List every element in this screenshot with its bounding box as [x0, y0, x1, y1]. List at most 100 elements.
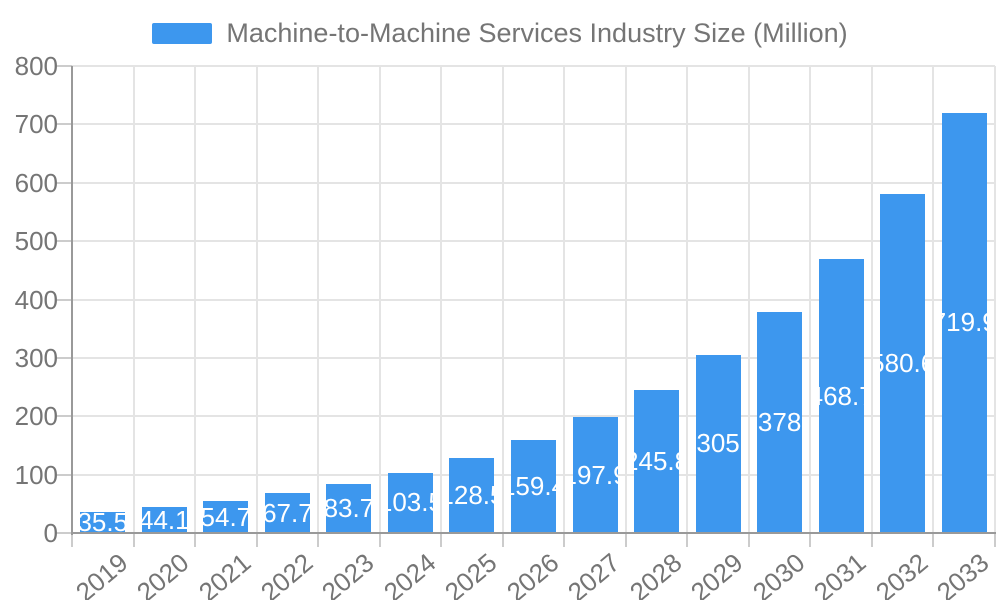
x-axis-tick	[747, 534, 750, 547]
x-axis-line	[71, 532, 996, 534]
y-axis-label: 200	[14, 401, 58, 432]
x-gridline	[194, 66, 197, 533]
y-gridline	[72, 240, 995, 243]
bar[interactable]: 468.7	[818, 259, 864, 533]
y-axis-tick	[56, 532, 72, 534]
y-axis-tick	[56, 181, 72, 184]
bar[interactable]: 67.7	[264, 493, 310, 533]
bar[interactable]: 305	[695, 354, 741, 533]
x-axis-tick	[317, 534, 320, 547]
x-axis-label: 2019	[69, 547, 134, 600]
bar[interactable]: 719.9	[941, 112, 987, 533]
y-axis-tick	[56, 415, 72, 418]
x-axis-label: 2020	[131, 547, 195, 600]
x-axis-tick	[71, 534, 73, 547]
x-gridline	[994, 66, 996, 533]
y-gridline	[72, 298, 995, 301]
bar[interactable]: 159.4	[511, 439, 556, 533]
y-axis-label: 700	[14, 109, 58, 140]
bar-value-label: 103.5	[388, 487, 433, 518]
y-axis-tick	[56, 123, 72, 126]
x-axis-label: 2021	[192, 547, 257, 600]
x-axis-label: 2027	[562, 547, 626, 600]
bar-value-label: 580.6	[880, 348, 925, 379]
bar-value-label: 305	[696, 428, 740, 459]
y-axis-tick	[56, 298, 72, 301]
bar-value-label: 35.5	[80, 512, 126, 533]
bar[interactable]: 128.5	[449, 457, 495, 533]
x-gridline	[870, 66, 873, 533]
x-axis-label: 2033	[931, 547, 995, 600]
x-gridline	[624, 66, 627, 533]
bar[interactable]: 44.1	[141, 507, 187, 533]
x-gridline	[686, 66, 689, 533]
x-gridline	[809, 66, 812, 533]
bar[interactable]: 83.7	[326, 484, 372, 533]
x-axis-label: 2028	[623, 547, 688, 600]
x-axis-label: 2025	[439, 547, 503, 600]
x-gridline	[378, 66, 381, 533]
bar-value-label: 54.7	[203, 501, 249, 532]
x-axis-label: 2026	[500, 547, 565, 600]
x-gridline	[440, 66, 443, 533]
bar-value-label: 245.8	[634, 445, 679, 476]
x-axis-tick	[378, 534, 381, 547]
y-axis-tick	[56, 240, 72, 243]
bar-value-label: 719.9	[942, 307, 987, 338]
x-axis-tick	[870, 534, 873, 547]
x-axis-tick	[501, 534, 504, 547]
bar[interactable]: 103.5	[387, 472, 433, 533]
y-gridline	[72, 65, 995, 67]
bar[interactable]: 197.9	[572, 417, 618, 533]
x-gridline	[747, 66, 750, 533]
y-gridline	[72, 356, 995, 359]
bar[interactable]: 580.6	[880, 194, 926, 533]
bar-value-label: 468.7	[819, 380, 864, 411]
y-axis-tick	[56, 65, 72, 67]
y-axis-label: 500	[14, 226, 58, 257]
y-axis-line	[71, 66, 73, 535]
bar-value-label: 197.9	[573, 459, 618, 490]
y-gridline	[72, 123, 995, 126]
x-axis-label: 2029	[685, 547, 749, 600]
x-axis-tick	[809, 534, 812, 547]
x-axis-label: 2024	[377, 547, 442, 600]
x-gridline	[563, 66, 566, 533]
x-axis-tick	[624, 534, 627, 547]
x-axis-label: 2023	[315, 547, 380, 600]
x-axis-label: 2030	[746, 547, 811, 600]
x-axis-label: 2031	[808, 547, 872, 600]
x-axis-tick	[994, 534, 996, 547]
legend-label: Machine-to-Machine Services Industry Siz…	[226, 17, 848, 48]
y-axis-tick	[56, 356, 72, 359]
x-axis-tick	[686, 534, 689, 547]
x-axis-label: 2022	[254, 547, 319, 600]
x-axis-label: 2032	[869, 547, 934, 600]
y-axis-label: 300	[14, 342, 58, 373]
bar-value-label: 159.4	[511, 470, 556, 501]
legend-swatch	[152, 22, 213, 44]
legend-item[interactable]: Machine-to-Machine Services Industry Siz…	[0, 18, 1000, 48]
x-axis-tick	[132, 534, 135, 547]
x-gridline	[255, 66, 258, 533]
y-axis-label: 400	[14, 284, 58, 315]
x-axis-tick	[255, 534, 258, 547]
bar[interactable]: 35.5	[80, 512, 126, 533]
x-axis-tick	[194, 534, 197, 547]
bar-value-label: 128.5	[449, 479, 494, 510]
bar-value-label: 44.1	[141, 507, 187, 533]
bar[interactable]: 378	[757, 312, 803, 533]
y-gridline	[72, 415, 995, 418]
bar[interactable]: 54.7	[203, 501, 249, 533]
x-axis-tick	[563, 534, 566, 547]
x-gridline	[317, 66, 320, 533]
bar-value-label: 378	[757, 407, 802, 438]
y-axis-label: 100	[14, 459, 58, 490]
x-gridline	[132, 66, 135, 533]
y-gridline	[72, 181, 995, 184]
y-axis-tick	[56, 473, 72, 476]
bar[interactable]: 245.8	[634, 389, 680, 533]
bar-value-label: 83.7	[326, 493, 372, 524]
